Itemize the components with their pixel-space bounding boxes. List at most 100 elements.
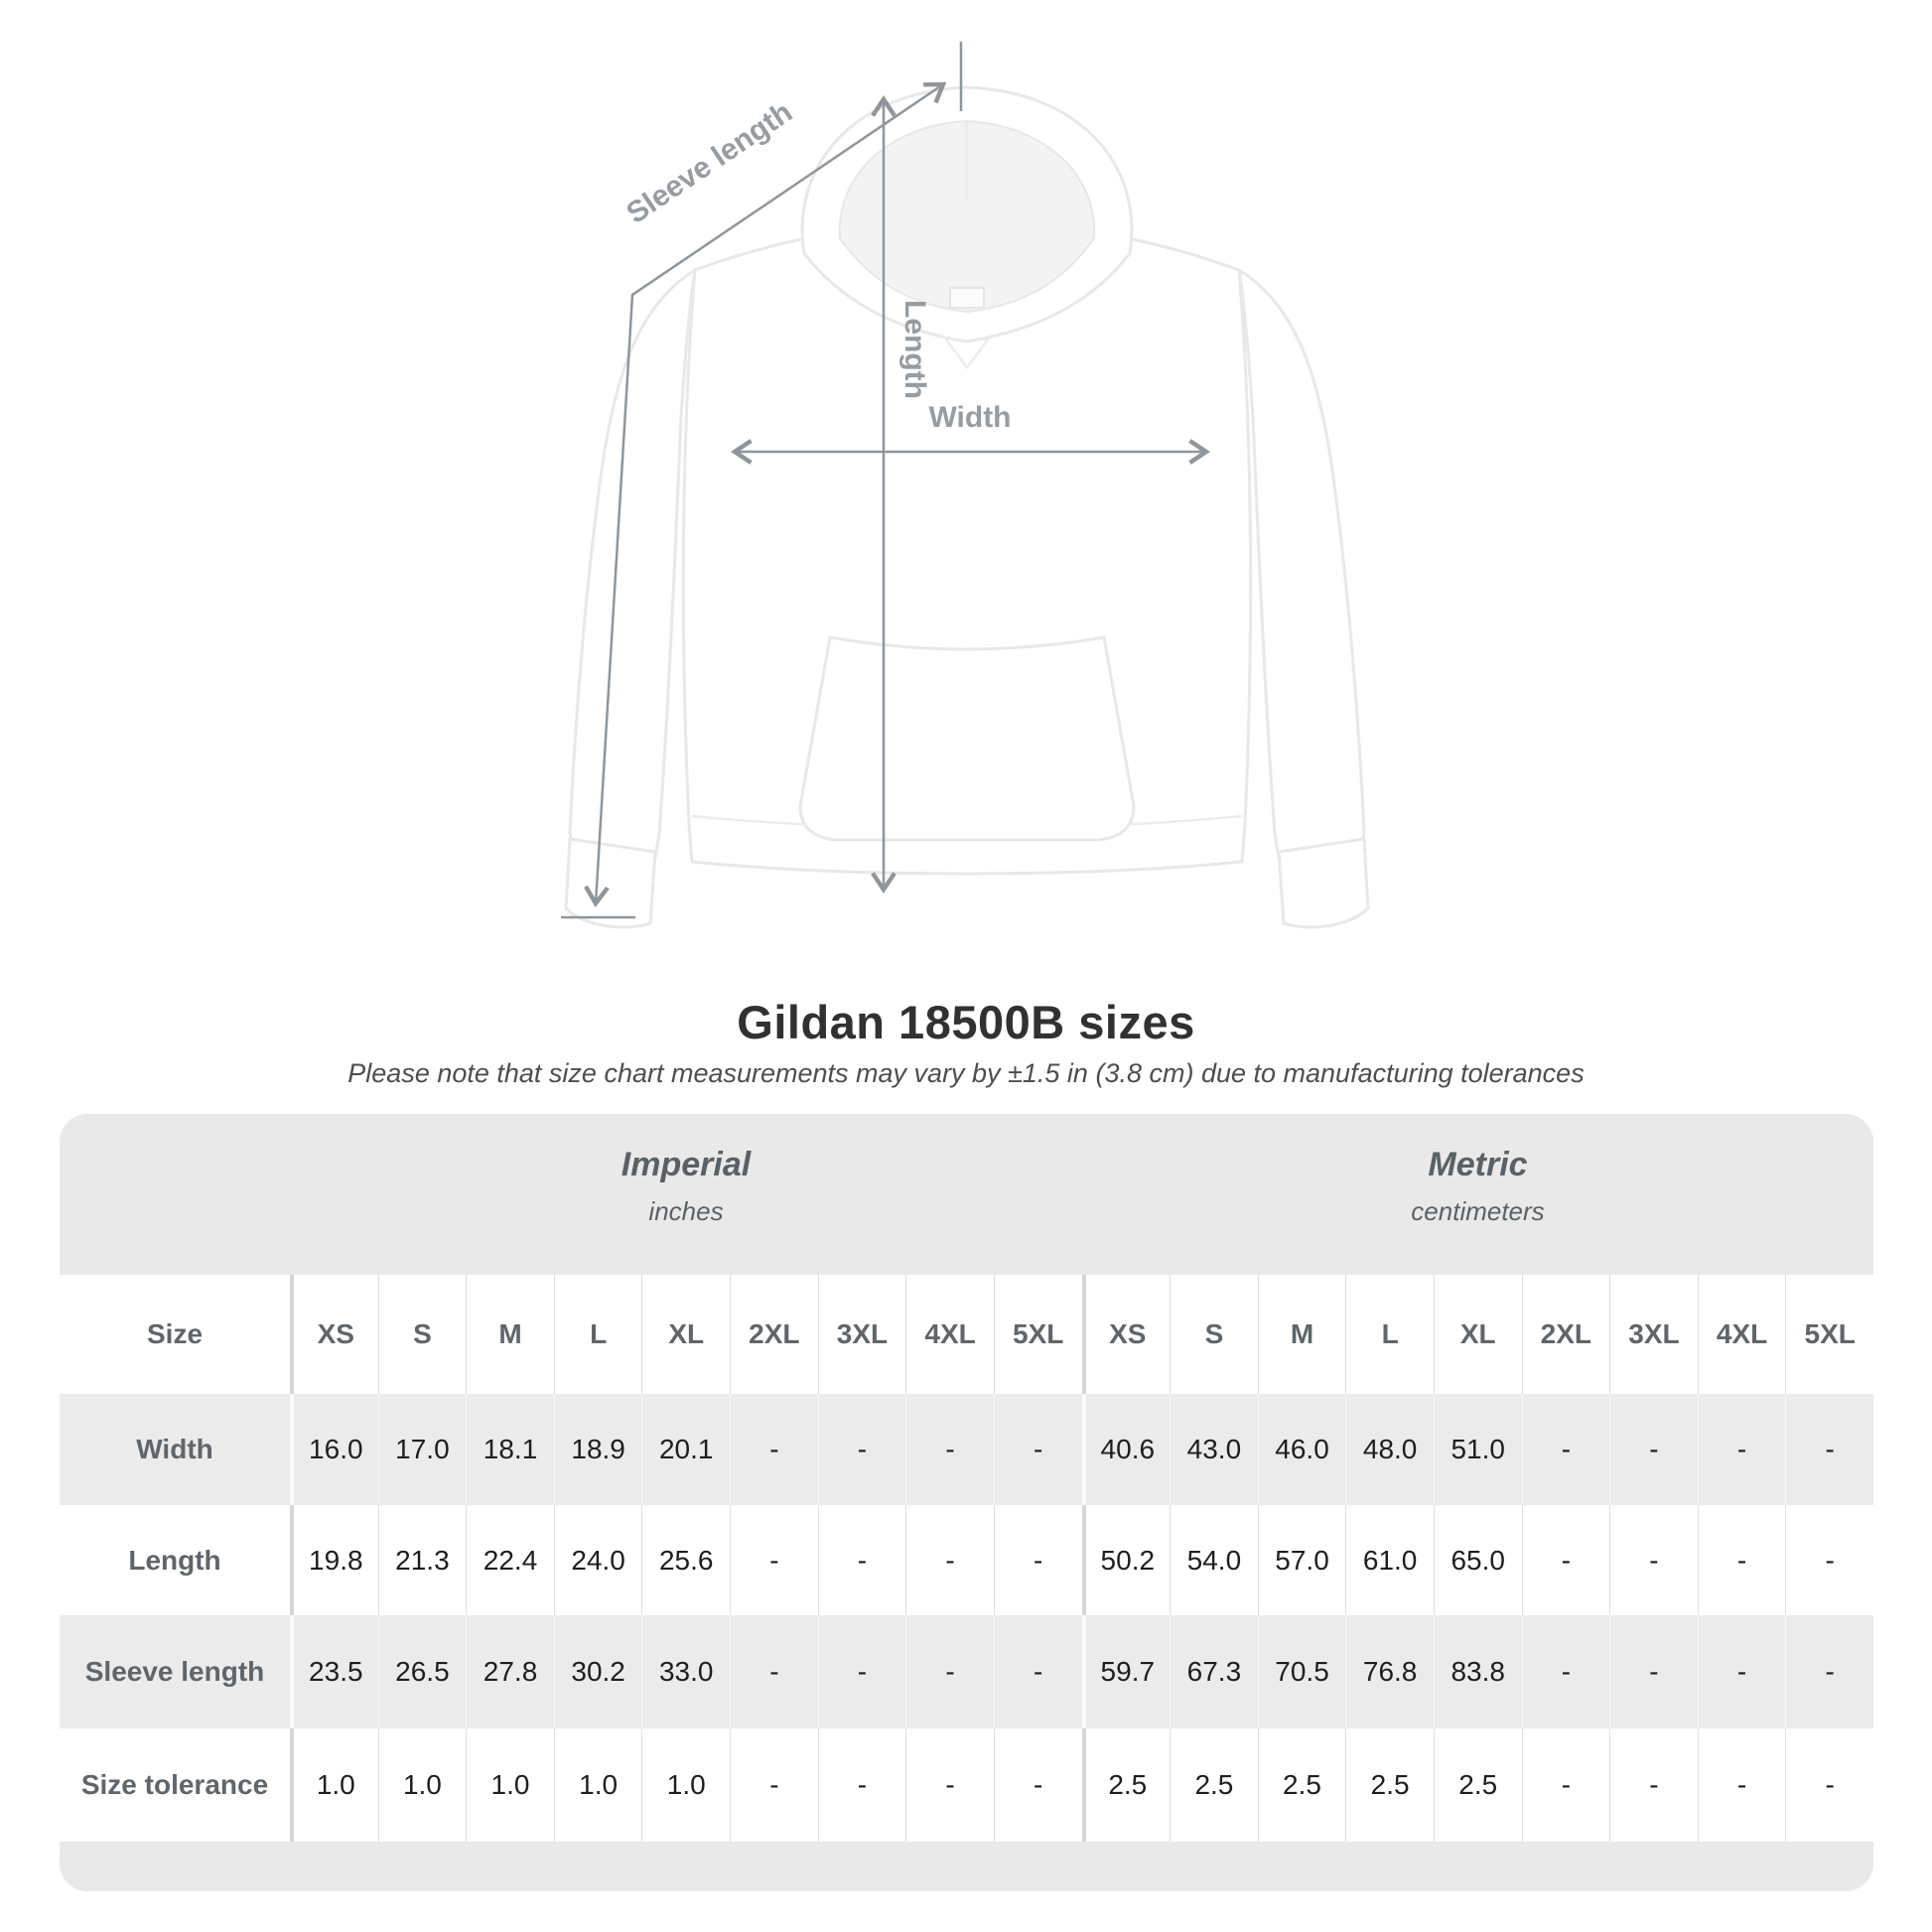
cell-size-tolerance-metric-m: 2.5: [1257, 1728, 1346, 1842]
unit-group-metric: Metric centimeters: [1082, 1114, 1873, 1275]
unit-sub-imperial: inches: [648, 1196, 724, 1226]
cell-width-metric-s: 43.0: [1170, 1394, 1258, 1505]
cell-sleeve-length-metric-3xl: -: [1609, 1615, 1698, 1728]
cell-width-metric-xl: 51.0: [1433, 1394, 1522, 1505]
cell-sleeve-length-metric-5xl: -: [1785, 1615, 1873, 1728]
cell-length-imperial-xs: 19.8: [290, 1505, 378, 1615]
hoodie-neck-v-seam: [942, 335, 992, 370]
cell-size-tolerance-imperial-s: 1.0: [377, 1728, 467, 1842]
cell-length-metric-m: 57.0: [1257, 1505, 1346, 1615]
cell-size-tolerance-metric-l: 2.5: [1345, 1728, 1434, 1842]
col-header-metric-l: L: [1345, 1275, 1434, 1394]
cell-length-imperial-xl: 25.6: [641, 1505, 731, 1615]
cell-width-metric-xs: 40.6: [1081, 1394, 1171, 1505]
hoodie-illustration: [564, 85, 1370, 929]
length-label: Length: [898, 300, 931, 399]
col-header-metric-s: S: [1170, 1275, 1258, 1394]
cell-width-imperial-l: 18.9: [553, 1394, 642, 1505]
cell-length-metric-l: 61.0: [1345, 1505, 1434, 1615]
hoodie-diagram: Sleeve length Length Width: [561, 42, 1370, 929]
row-label-length: Length: [60, 1505, 290, 1615]
cell-width-metric-m: 46.0: [1257, 1394, 1346, 1505]
cell-length-metric-xl: 65.0: [1433, 1505, 1522, 1615]
hoodie-left-cuff: [564, 837, 657, 929]
hoodie-left-sleeve: [568, 267, 697, 860]
cell-length-imperial-m: 22.4: [466, 1505, 554, 1615]
cell-size-tolerance-metric-xl: 2.5: [1433, 1728, 1522, 1842]
unit-group-imperial: Imperial inches: [290, 1114, 1082, 1275]
cell-sleeve-length-imperial-5xl: -: [993, 1615, 1082, 1728]
sleeve-length-label: Sleeve length: [621, 95, 798, 230]
page-title: Gildan 18500B sizes: [737, 996, 1195, 1048]
cell-size-tolerance-imperial-xs: 1.0: [290, 1728, 378, 1842]
cell-size-tolerance-imperial-4xl: -: [905, 1728, 994, 1842]
col-header-metric-m: M: [1257, 1275, 1346, 1394]
size-table: Imperial inches Metric centimeters Size X…: [60, 1114, 1873, 1891]
sleeve-length-arrow: [584, 81, 947, 907]
col-header-metric-5xl: 5XL: [1785, 1275, 1873, 1394]
col-header-imperial-4xl: 4XL: [905, 1275, 994, 1394]
cell-width-imperial-xs: 16.0: [290, 1394, 378, 1505]
cell-width-imperial-s: 17.0: [377, 1394, 467, 1505]
cell-sleeve-length-imperial-xs: 23.5: [290, 1615, 378, 1728]
cell-length-imperial-s: 21.3: [377, 1505, 467, 1615]
hoodie-right-sleeve: [1237, 267, 1366, 860]
row-label-size-tolerance: Size tolerance: [60, 1728, 290, 1842]
unit-header-band: Imperial inches Metric centimeters: [60, 1114, 1873, 1275]
cell-width-metric-3xl: -: [1609, 1394, 1698, 1505]
col-header-metric-xl: XL: [1433, 1275, 1522, 1394]
cell-sleeve-length-imperial-3xl: -: [817, 1615, 906, 1728]
cell-length-metric-xs: 50.2: [1081, 1505, 1171, 1615]
cell-sleeve-length-metric-4xl: -: [1697, 1615, 1786, 1728]
size-header-label: Size: [60, 1275, 290, 1394]
cell-sleeve-length-imperial-xl: 33.0: [641, 1615, 731, 1728]
cell-width-metric-2xl: -: [1521, 1394, 1610, 1505]
cell-width-metric-l: 48.0: [1345, 1394, 1434, 1505]
cell-length-imperial-l: 24.0: [553, 1505, 642, 1615]
cell-size-tolerance-imperial-m: 1.0: [466, 1728, 554, 1842]
cell-length-imperial-2xl: -: [730, 1505, 818, 1615]
col-header-imperial-2xl: 2XL: [730, 1275, 818, 1394]
cell-sleeve-length-metric-s: 67.3: [1170, 1615, 1258, 1728]
row-label-sleeve-length: Sleeve length: [60, 1615, 290, 1728]
cell-size-tolerance-imperial-5xl: -: [993, 1728, 1082, 1842]
row-label-width: Width: [60, 1394, 290, 1505]
cell-width-metric-4xl: -: [1697, 1394, 1786, 1505]
col-header-metric-2xl: 2XL: [1521, 1275, 1610, 1394]
cell-width-imperial-3xl: -: [817, 1394, 906, 1505]
cell-size-tolerance-metric-5xl: -: [1785, 1728, 1873, 1842]
cell-sleeve-length-imperial-2xl: -: [730, 1615, 818, 1728]
hoodie-neck-label: [949, 287, 985, 309]
cell-length-metric-3xl: -: [1609, 1505, 1698, 1615]
unit-name-imperial: Imperial: [621, 1146, 752, 1183]
col-header-imperial-s: S: [377, 1275, 467, 1394]
cell-sleeve-length-metric-2xl: -: [1521, 1615, 1610, 1728]
cell-size-tolerance-imperial-2xl: -: [730, 1728, 818, 1842]
unit-sub-metric: centimeters: [1411, 1196, 1545, 1226]
cell-width-imperial-5xl: -: [993, 1394, 1082, 1505]
col-header-imperial-xl: XL: [641, 1275, 731, 1394]
hoodie-pocket: [798, 635, 1136, 842]
cell-sleeve-length-metric-xs: 59.7: [1081, 1615, 1171, 1728]
cell-length-metric-2xl: -: [1521, 1505, 1610, 1615]
cell-size-tolerance-imperial-l: 1.0: [553, 1728, 642, 1842]
cell-sleeve-length-imperial-s: 26.5: [377, 1615, 467, 1728]
cell-size-tolerance-imperial-xl: 1.0: [641, 1728, 731, 1842]
cell-length-metric-4xl: -: [1697, 1505, 1786, 1615]
tolerance-note: Please note that size chart measurements…: [347, 1058, 1585, 1088]
cell-size-tolerance-imperial-3xl: -: [817, 1728, 906, 1842]
cell-width-imperial-4xl: -: [905, 1394, 994, 1505]
cell-width-imperial-xl: 20.1: [641, 1394, 731, 1505]
col-header-metric-4xl: 4XL: [1697, 1275, 1786, 1394]
col-header-metric-3xl: 3XL: [1609, 1275, 1698, 1394]
width-label: Width: [928, 401, 1011, 434]
col-header-metric-xs: XS: [1081, 1275, 1171, 1394]
col-header-imperial-3xl: 3XL: [817, 1275, 906, 1394]
cell-length-imperial-4xl: -: [905, 1505, 994, 1615]
cell-size-tolerance-metric-xs: 2.5: [1081, 1728, 1171, 1842]
hoodie-right-cuff: [1277, 837, 1370, 929]
col-header-imperial-m: M: [466, 1275, 554, 1394]
cell-sleeve-length-metric-m: 70.5: [1257, 1615, 1346, 1728]
cell-length-metric-s: 54.0: [1170, 1505, 1258, 1615]
